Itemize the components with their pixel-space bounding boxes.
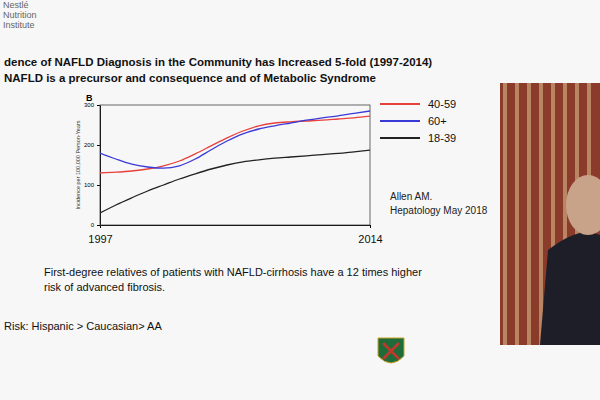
- y-tick: 0: [91, 222, 100, 228]
- slide-title: dence of NAFLD Diagnosis in the Communit…: [4, 56, 432, 68]
- y-tick: 100: [84, 182, 100, 188]
- header-text: Institute: [3, 20, 35, 30]
- x-tick-mark: [100, 225, 101, 228]
- y-axis: 0 100 200 300: [84, 102, 101, 228]
- header-text: Nutrition: [3, 10, 37, 20]
- x-tick-mark: [370, 225, 371, 228]
- legend-swatch: [380, 120, 420, 122]
- slide-title: NAFLD is a precursor and consequence and…: [4, 72, 376, 84]
- person-head: [566, 175, 600, 235]
- x-tick-label: 2014: [358, 233, 382, 245]
- legend-label: 18-39: [428, 132, 456, 144]
- y-axis-title: Incidence per 100,000 Person-Years: [75, 120, 81, 209]
- y-tick-mark: [97, 225, 100, 226]
- plot-frame: [100, 105, 370, 225]
- curtain-stripe: [503, 83, 507, 345]
- background: [0, 0, 600, 400]
- risk-note: Risk: Hispanic > Caucasian> AA: [4, 320, 162, 332]
- person: [540, 232, 600, 345]
- curtain-stripe: [527, 83, 531, 345]
- citation: Hepatology May 2018: [390, 205, 488, 216]
- y-tick-mark: [97, 105, 100, 106]
- legend: 40-59 60+ 18-39: [380, 98, 456, 144]
- logo: [378, 338, 404, 363]
- y-tick: 300: [84, 102, 100, 108]
- y-tick-mark: [97, 185, 100, 186]
- series-line: [100, 116, 370, 173]
- x-tick: 2014: [358, 225, 382, 245]
- x-axis-line: [101, 226, 371, 229]
- y-tick-label: 200: [84, 142, 95, 148]
- legend-label: 40-59: [428, 98, 456, 110]
- header-text: Nestlé: [3, 0, 29, 10]
- y-tick-label: 300: [84, 102, 95, 108]
- logo-cross: [383, 343, 399, 359]
- slide: NestléNutritionInstitute dence of NAFLD D…: [0, 0, 600, 400]
- legend-swatch: [380, 137, 420, 139]
- curtain-stripe: [515, 83, 519, 345]
- y-tick-mark: [97, 145, 100, 146]
- x-tick: 1997: [88, 225, 112, 245]
- y-tick-label: 0: [91, 222, 95, 228]
- series-line: [100, 150, 370, 213]
- note: risk of advanced fibrosis.: [44, 281, 165, 293]
- x-tick-label: 1997: [88, 233, 112, 245]
- series-line: [100, 111, 370, 168]
- legend-label: 60+: [428, 115, 447, 127]
- plot-lines: [100, 111, 370, 213]
- legend-swatch: [380, 103, 420, 105]
- y-tick: 200: [84, 142, 100, 148]
- note: First-degree relatives of patients with …: [44, 266, 422, 278]
- curtain-stripe: [539, 83, 543, 345]
- citation: Allen AM.: [390, 191, 432, 202]
- y-tick-label: 100: [84, 182, 95, 188]
- webcam: [500, 83, 600, 345]
- x-axis: 1997 2014: [88, 225, 382, 245]
